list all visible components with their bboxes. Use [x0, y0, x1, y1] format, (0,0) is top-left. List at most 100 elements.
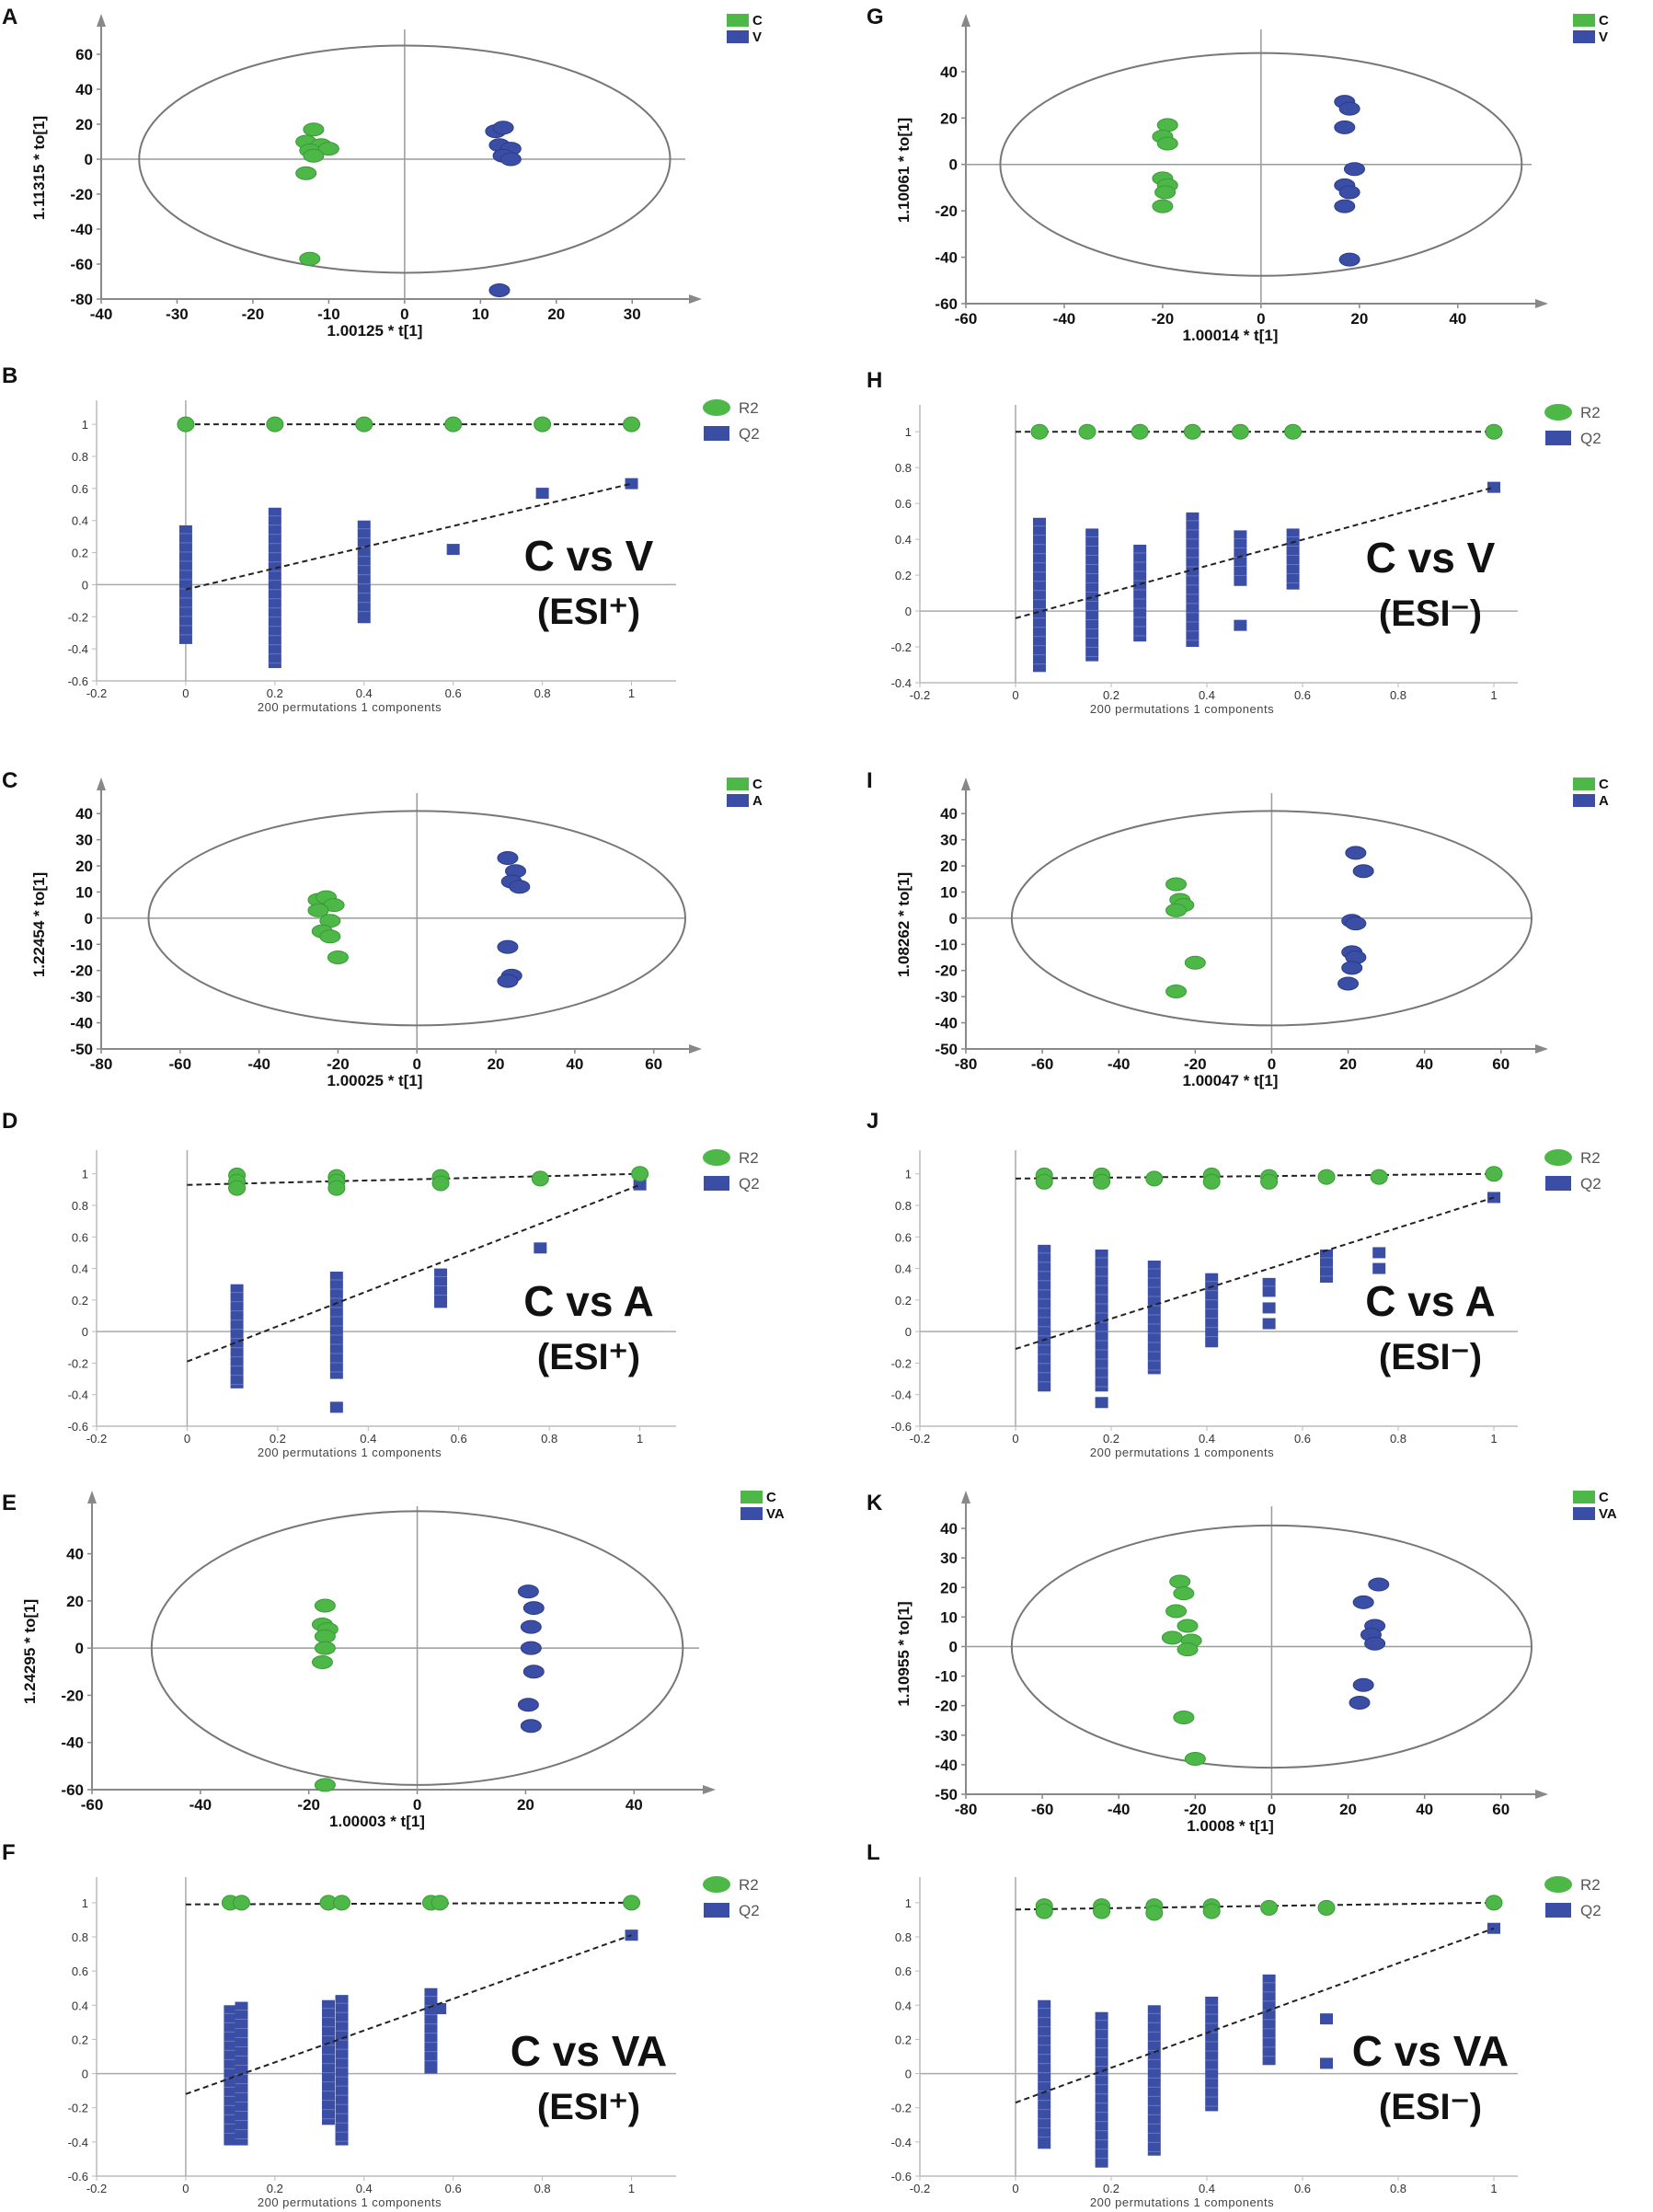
x-tick-label: 0.6	[445, 686, 462, 700]
x-tick-label: 1	[1490, 1432, 1497, 1446]
x-tick-label: -60	[169, 1055, 192, 1073]
panel-e: E -60 -40 -20 0 20 40 -60 -40 -20 0 20 40 1.00003 * t…	[2, 1490, 785, 1830]
panel-label: A	[2, 5, 17, 29]
data-point	[509, 880, 531, 894]
legend-swatch	[727, 14, 749, 27]
y-tick-label: 0	[85, 151, 93, 168]
data-point	[314, 1598, 336, 1613]
r2-point	[444, 416, 463, 432]
data-point	[1165, 984, 1188, 998]
x-tick-label: -40	[247, 1055, 270, 1073]
y-tick-label: 1	[905, 425, 912, 439]
data-point	[520, 1641, 542, 1655]
r2-point	[1231, 423, 1249, 440]
x-axis-arrow	[689, 294, 702, 304]
panel-h: H-0.2 0 0.2 0.4 0.6 0.8 1-0.4-0.200.20.40.60.8…	[867, 368, 1601, 716]
data-point	[1352, 1595, 1374, 1609]
x-tick-label: -0.2	[910, 2182, 930, 2195]
y-tick-label: 0	[905, 605, 912, 618]
y-axis-arrow	[87, 1491, 97, 1503]
y-tick-label: -60	[61, 1781, 84, 1799]
x-tick-label: 0.8	[534, 686, 551, 700]
y-axis-label: 1.22454 * to[1]	[30, 872, 48, 977]
comparison-annotation: C vs V	[1366, 534, 1496, 582]
y-tick-label: -0.2	[891, 640, 912, 654]
x-tick-label: -20	[1152, 310, 1175, 328]
data-point	[314, 1778, 336, 1792]
legend-swatch	[727, 30, 749, 43]
q2-bar	[1205, 1273, 1219, 1348]
ion-mode-annotation: (ESI⁻)	[1379, 593, 1482, 634]
panel-label: D	[2, 1109, 17, 1134]
x-axis-label: 1.0008 * t[1]	[1187, 1817, 1274, 1835]
data-point	[307, 903, 329, 917]
x-axis-arrow	[1535, 1044, 1548, 1054]
x-tick-label: 0.2	[1103, 2182, 1119, 2195]
x-tick-label: 40	[626, 1796, 643, 1814]
y-tick-label: -0.6	[68, 2170, 88, 2183]
hotelling-ellipse	[999, 52, 1523, 277]
y-axis-label: 1.10955 * to[1]	[895, 1601, 913, 1706]
x-tick-label: -40	[189, 1796, 212, 1814]
r2-point	[1485, 1895, 1503, 1911]
x-tick-label: 1	[1490, 688, 1497, 702]
y-tick-label: 0.6	[895, 1230, 912, 1244]
y-tick-label: 40	[940, 805, 958, 823]
q2-bar	[1147, 1261, 1161, 1375]
legend-label: Q2	[1580, 430, 1601, 447]
data-point	[1338, 101, 1360, 116]
y-tick-label: 0.4	[895, 533, 912, 547]
comparison-annotation: C vs A	[1365, 1277, 1495, 1325]
q2-bar	[1205, 1997, 1219, 2112]
y-tick-label: 0.4	[72, 514, 88, 528]
r2-point	[430, 1895, 449, 1911]
q2-bar	[1186, 512, 1200, 648]
y-tick-label: -20	[935, 962, 958, 980]
hotelling-ellipse	[138, 44, 672, 274]
y-tick-label: -10	[70, 936, 93, 953]
r2-point	[233, 1895, 250, 1911]
ion-mode-annotation: (ESI⁻)	[1379, 1337, 1482, 1377]
data-point	[303, 122, 325, 137]
y-tick-label: 0.8	[72, 1199, 88, 1213]
y-tick-label: -20	[70, 186, 93, 203]
data-point	[1334, 120, 1356, 134]
q2-point	[1372, 1247, 1386, 1259]
data-point	[303, 148, 325, 163]
panel-label: K	[867, 1491, 883, 1515]
ion-mode-annotation: (ESI⁺)	[537, 592, 640, 632]
x-tick-label: 20	[1339, 1801, 1357, 1818]
y-tick-label: 0.8	[72, 1930, 88, 1944]
x-tick-label: -20	[1184, 1801, 1207, 1818]
x-tick-label: 0.8	[1390, 1432, 1406, 1446]
x-tick-label: -0.2	[86, 686, 107, 700]
x-tick-label: 20	[488, 1055, 505, 1073]
data-point	[327, 950, 349, 965]
y-tick-label: 0.2	[72, 2033, 88, 2046]
q2-bar	[1038, 1999, 1051, 2149]
ion-mode-annotation: (ESI⁻)	[1379, 2087, 1482, 2127]
x-tick-label: -20	[297, 1796, 320, 1814]
x-tick-label: 0.6	[1294, 688, 1311, 702]
y-tick-label: 30	[75, 832, 93, 849]
r2-regression-line	[1015, 1901, 1495, 1911]
x-tick-label: 40	[1449, 310, 1466, 328]
r2-point	[333, 1895, 351, 1911]
y-tick-label: -0.4	[891, 1388, 912, 1402]
y-tick-label: 1	[905, 1896, 912, 1910]
x-tick-label: -40	[1108, 1055, 1131, 1073]
q2-bar	[1085, 528, 1099, 662]
panel-label: L	[867, 1840, 880, 1865]
y-tick-label: 0.4	[895, 1999, 912, 2012]
r2-point	[355, 416, 373, 432]
legend-label: C	[1599, 1490, 1609, 1505]
r2-point	[1131, 423, 1149, 440]
y-tick-label: -0.2	[891, 2102, 912, 2115]
panel-label: B	[2, 363, 17, 388]
x-axis-label: 200 permutations 1 components	[258, 700, 442, 714]
y-tick-label: -0.2	[68, 2102, 88, 2115]
y-axis-label: 1.24295 * to[1]	[21, 1599, 39, 1704]
q2-regression-line	[185, 1934, 632, 2095]
y-tick-label: 10	[75, 883, 93, 901]
q2-bar	[1095, 2011, 1108, 2168]
